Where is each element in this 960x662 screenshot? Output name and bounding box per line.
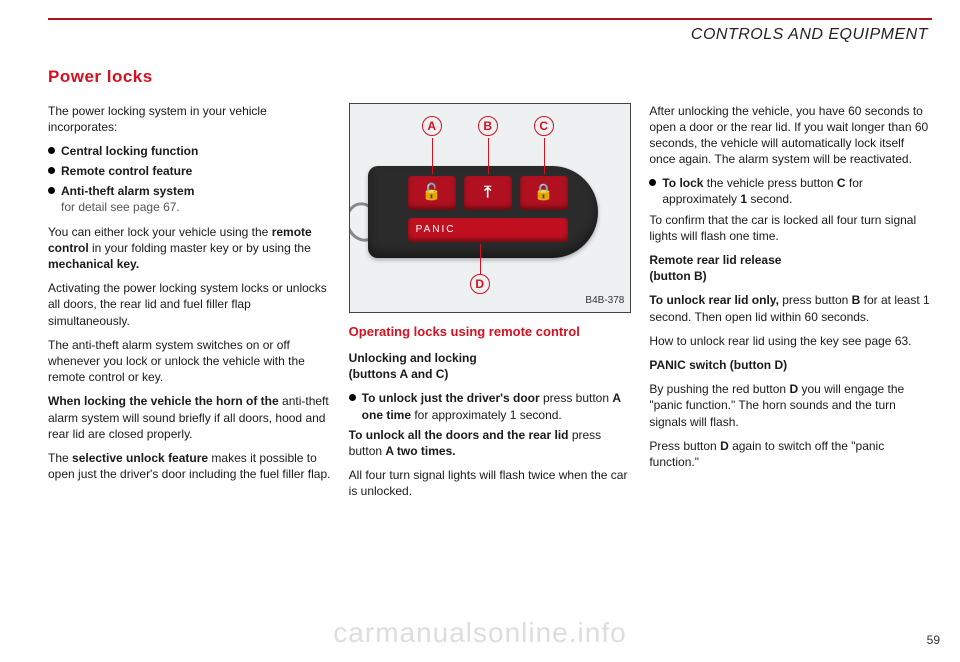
text-run: You can either lock your vehicle using t… (48, 225, 272, 239)
figure-id: B4B-378 (585, 294, 624, 308)
text-run: press button (540, 391, 613, 405)
fob-panic-button: PANIC (408, 218, 568, 242)
key-fob-figure: 🔓 ⤒ 🔒 PANIC A B C D B4B-378 (349, 103, 632, 313)
paragraph: The selective unlock feature makes it po… (48, 450, 331, 482)
callout-lead (480, 244, 482, 274)
text-bold: To lock (662, 176, 703, 190)
top-rule (48, 18, 932, 20)
section-title: Power locks (48, 66, 932, 89)
subsection-title: Operating locks using remote control (349, 323, 632, 341)
bullet-text: To unlock just the driver's door press b… (362, 390, 632, 422)
text-run: for approximately 1 second. (411, 408, 562, 422)
bullet-label: Anti-theft alarm system for detail see p… (61, 183, 194, 215)
bullet-subtext: for detail see page 67. (61, 200, 180, 214)
text-run: The (48, 451, 72, 465)
intro-text: The power locking system in your vehicle… (48, 103, 331, 135)
paragraph: All four turn signal lights will flash t… (349, 467, 632, 499)
bullet-item: Anti-theft alarm system for detail see p… (48, 183, 331, 215)
bullet-label: Central locking function (61, 143, 198, 159)
paragraph: To unlock all the doors and the rear lid… (349, 427, 632, 459)
bullet-dot-icon (349, 394, 356, 401)
paragraph: Press button D again to switch off the "… (649, 438, 932, 470)
bullet-item: To lock the vehicle press button C for a… (649, 175, 932, 207)
text-run: By pushing the red button (649, 382, 789, 396)
text-bold: To unlock just the driver's door (362, 391, 540, 405)
bullet-dot-icon (48, 187, 55, 194)
bullet-text: To lock the vehicle press button C for a… (662, 175, 932, 207)
text-run: second. (747, 192, 792, 206)
text-bold: mechanical key. (48, 257, 139, 271)
heading-small: PANIC switch (button D) (649, 357, 932, 373)
paragraph: Activating the power locking system lock… (48, 280, 331, 329)
text-bold: To unlock all the doors and the rear lid (349, 428, 569, 442)
bullet-item: Central locking function (48, 143, 331, 159)
column-right: After unlocking the vehicle, you have 60… (649, 103, 932, 508)
text-bold: To unlock rear lid only, (649, 293, 779, 307)
text-run: Press button (649, 439, 720, 453)
fob-button-c: 🔒 (520, 176, 568, 210)
page-number: 59 (927, 632, 940, 648)
bullet-bold: Anti-theft alarm system (61, 184, 194, 198)
callout-c: C (534, 116, 554, 136)
paragraph: The anti-theft alarm system switches on … (48, 337, 331, 386)
paragraph: When locking the vehicle the horn of the… (48, 393, 331, 442)
page-header: CONTROLS AND EQUIPMENT (48, 24, 932, 46)
bullet-dot-icon (649, 179, 656, 186)
text-bold: A two times. (385, 444, 455, 458)
callout-d: D (470, 274, 490, 294)
column-middle: 🔓 ⤒ 🔒 PANIC A B C D B4B-378 Operating lo… (349, 103, 632, 508)
bullet-dot-icon (48, 167, 55, 174)
heading-small: Unlocking and locking (buttons A and C) (349, 350, 632, 382)
fob-button-b: ⤒ (464, 176, 512, 210)
callout-b: B (478, 116, 498, 136)
paragraph: How to unlock rear lid using the key see… (649, 333, 932, 349)
text-run: the vehicle press button (703, 176, 836, 190)
heading-small: Remote rear lid release (button B) (649, 252, 932, 284)
bullet-dot-icon (48, 147, 55, 154)
bullet-item: To unlock just the driver's door press b… (349, 390, 632, 422)
paragraph: By pushing the red button D you will eng… (649, 381, 932, 430)
text-bold: D (789, 382, 798, 396)
text-bold: B (852, 293, 861, 307)
three-column-layout: The power locking system in your vehicle… (48, 103, 932, 508)
text-bold: When locking the vehicle the horn of the (48, 394, 279, 408)
text-bold: C (837, 176, 846, 190)
callout-lead (544, 138, 546, 174)
callout-a: A (422, 116, 442, 136)
paragraph: After unlocking the vehicle, you have 60… (649, 103, 932, 168)
text-bold: D (720, 439, 729, 453)
fob-button-a: 🔓 (408, 176, 456, 210)
paragraph: To unlock rear lid only, press button B … (649, 292, 932, 324)
watermark: carmanualsonline.info (0, 614, 960, 652)
bullet-item: Remote control feature (48, 163, 331, 179)
paragraph: You can either lock your vehicle using t… (48, 224, 331, 273)
text-run: in your folding master key or by using t… (89, 241, 311, 255)
callout-lead (432, 138, 434, 174)
text-run: press button (779, 293, 852, 307)
paragraph: To confirm that the car is locked all fo… (649, 212, 932, 244)
column-left: The power locking system in your vehicle… (48, 103, 331, 508)
callout-lead (488, 138, 490, 174)
bullet-label: Remote control feature (61, 163, 192, 179)
text-bold: selective unlock feature (72, 451, 208, 465)
